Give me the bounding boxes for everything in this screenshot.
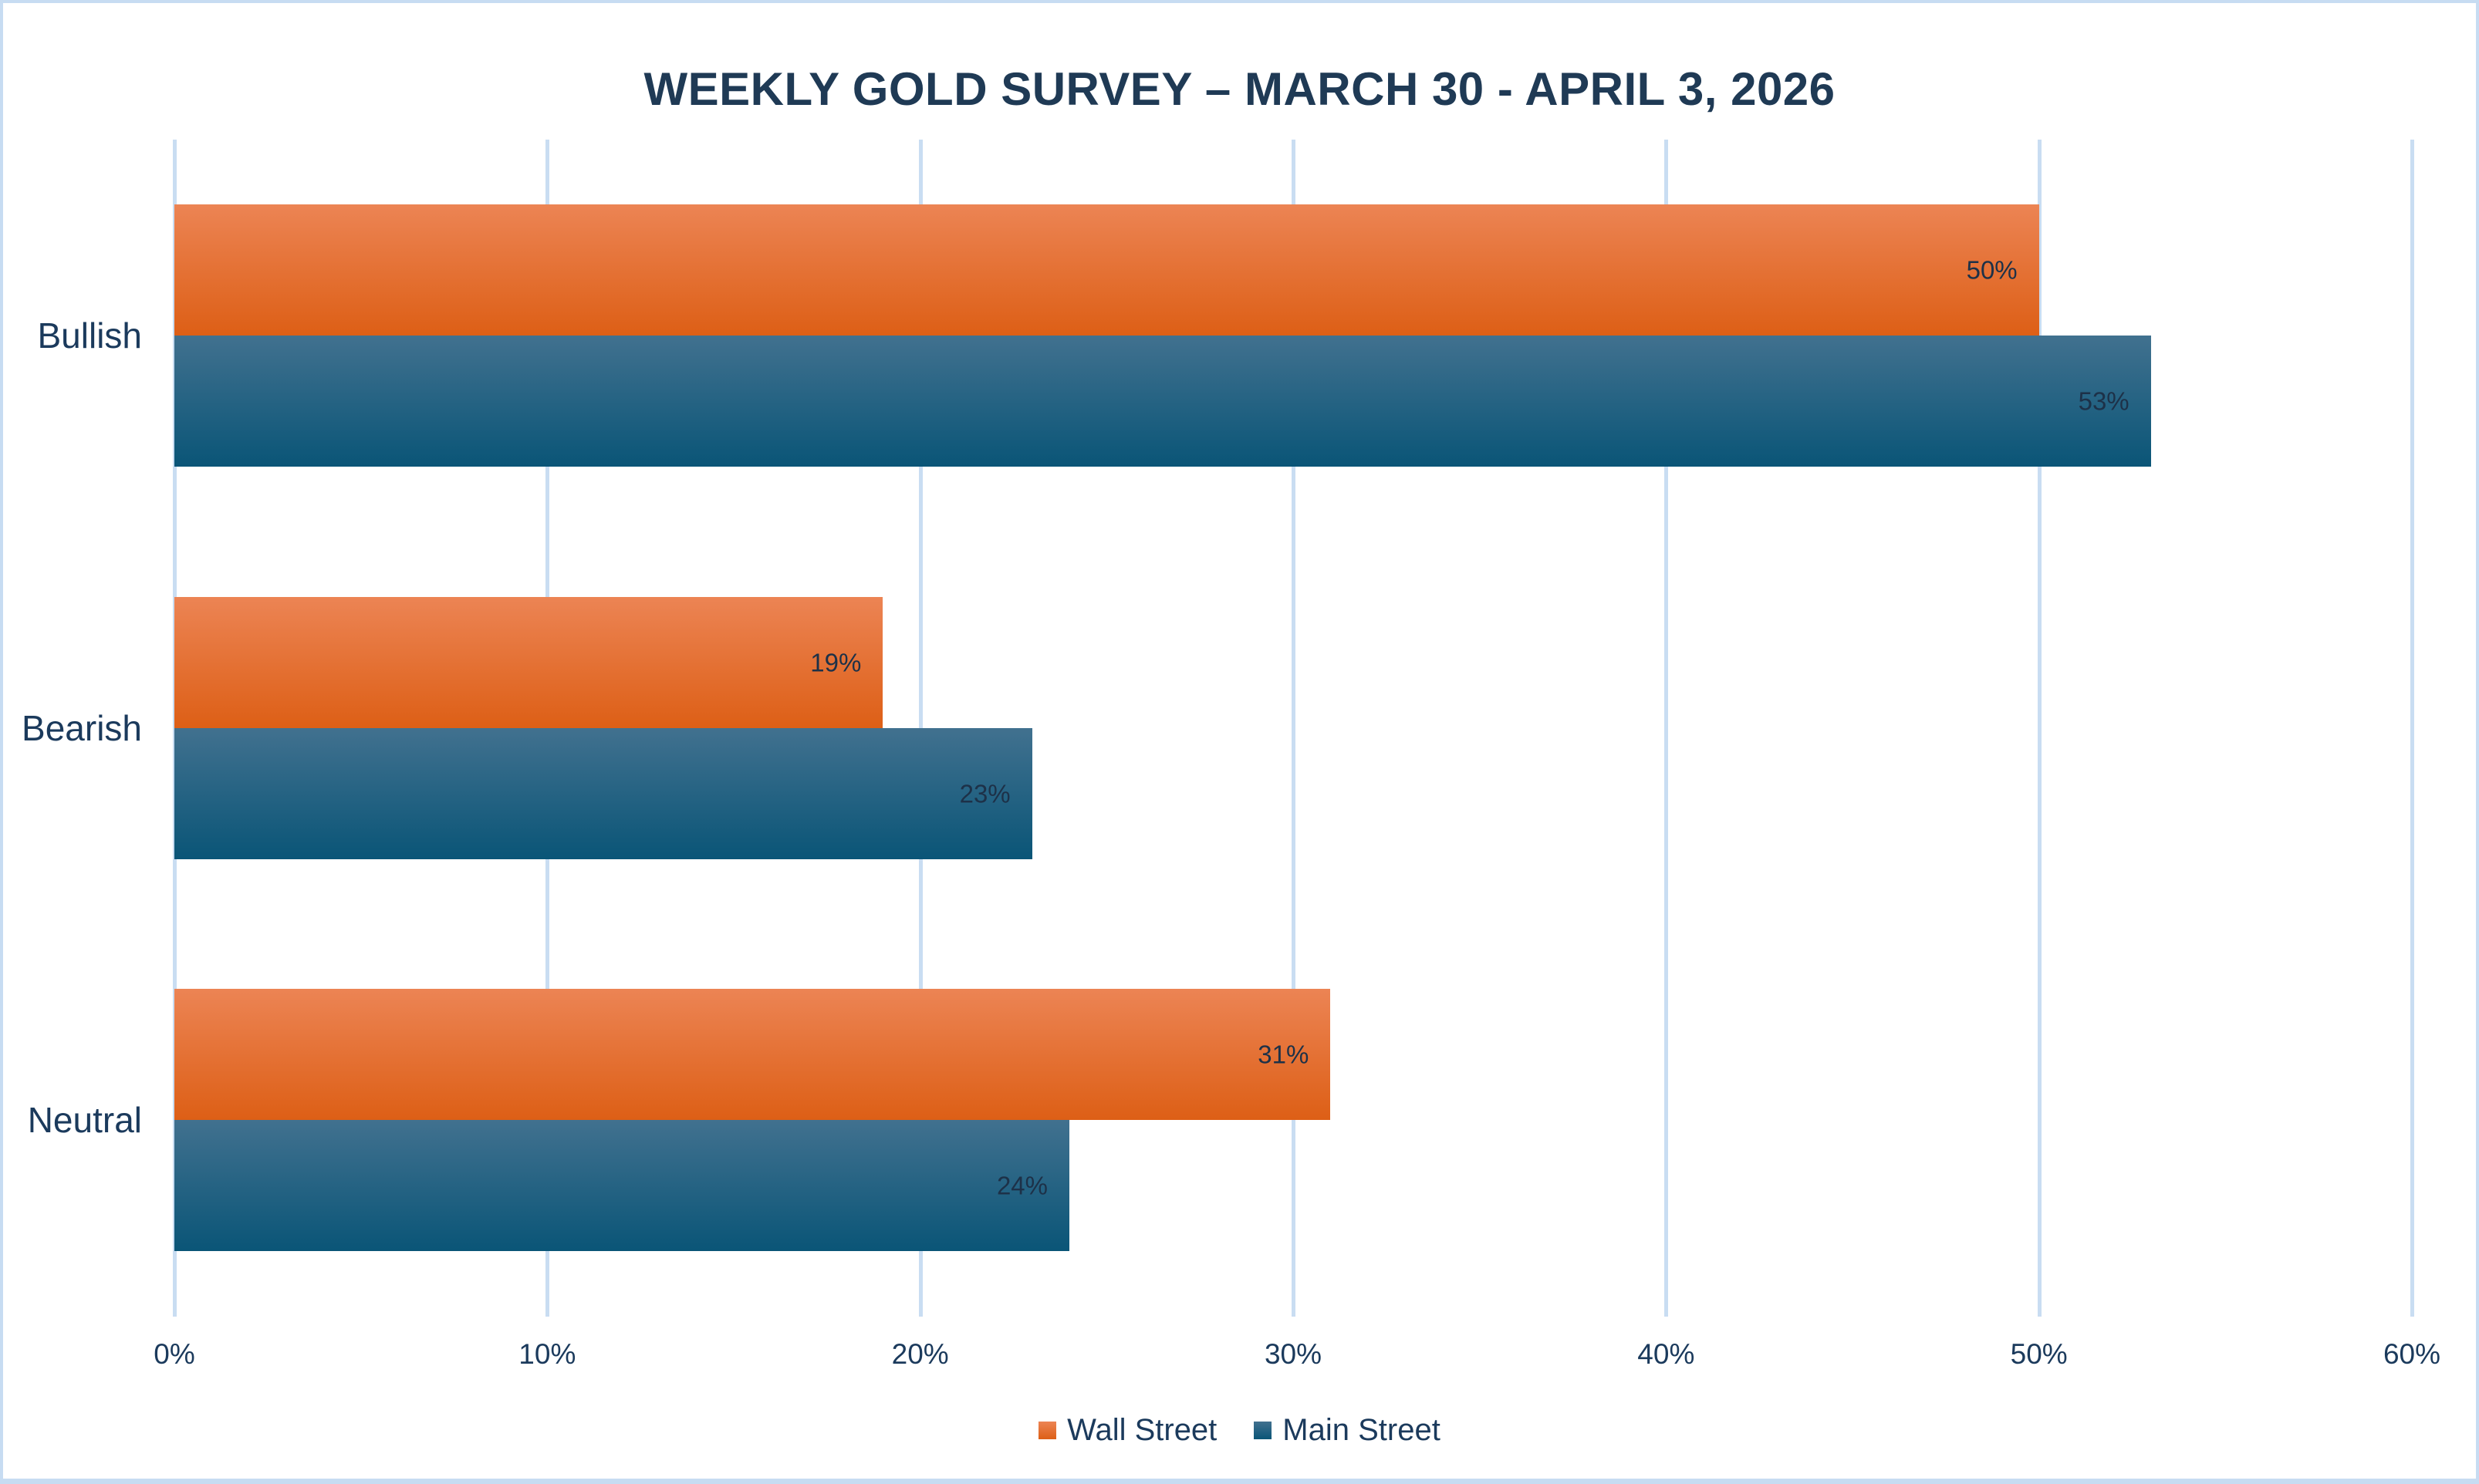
legend: Wall Street Main Street — [3, 1415, 2476, 1445]
x-tick-label: 50% — [2010, 1338, 2068, 1370]
legend-swatch-main-street — [1254, 1421, 1272, 1439]
category-label: Neutral — [27, 1099, 142, 1140]
legend-label: Main Street — [1282, 1413, 1440, 1447]
x-tick-label: 40% — [1637, 1338, 1695, 1370]
chart-title: WEEKLY GOLD SURVEY – MARCH 30 - APRIL 3,… — [643, 63, 1836, 115]
bar-data-label: 50% — [1966, 255, 2018, 285]
x-tick-label: 30% — [1264, 1338, 1322, 1370]
bar-data-label: 53% — [2078, 386, 2129, 416]
legend-label: Wall Street — [1067, 1413, 1218, 1447]
x-tick-label: 10% — [518, 1338, 576, 1370]
bar-main-street: 24% — [174, 1119, 1069, 1251]
gridline — [2037, 140, 2042, 1317]
category-label: Bearish — [22, 707, 142, 748]
bar-data-label: 23% — [959, 779, 1011, 808]
bar-wall-street: 50% — [174, 204, 2039, 336]
category-label: Bullish — [37, 315, 142, 356]
legend-item-main-street: Main Street — [1254, 1415, 1440, 1445]
bar-data-label: 24% — [996, 1171, 1048, 1200]
x-tick-label: 0% — [154, 1338, 195, 1370]
bar-data-label: 19% — [810, 648, 862, 676]
bar-main-street: 53% — [174, 336, 2151, 467]
legend-item-wall-street: Wall Street — [1039, 1415, 1217, 1445]
bar-data-label: 31% — [1258, 1040, 1309, 1069]
gridline — [1292, 140, 1295, 1317]
x-tick-label: 20% — [891, 1338, 949, 1370]
plot-area: 0% 10% 20% 30% 40% 50% 60% Bullish 50% 53% Bearish… — [3, 3, 2476, 1479]
bar-wall-street: 19% — [174, 596, 883, 728]
x-tick-label: 60% — [2383, 1338, 2441, 1370]
gridline — [2410, 140, 2414, 1317]
bar-main-street: 23% — [174, 727, 1032, 859]
bar-wall-street: 31% — [174, 988, 1331, 1120]
legend-swatch-wall-street — [1039, 1421, 1057, 1439]
gridline — [1664, 140, 1669, 1317]
